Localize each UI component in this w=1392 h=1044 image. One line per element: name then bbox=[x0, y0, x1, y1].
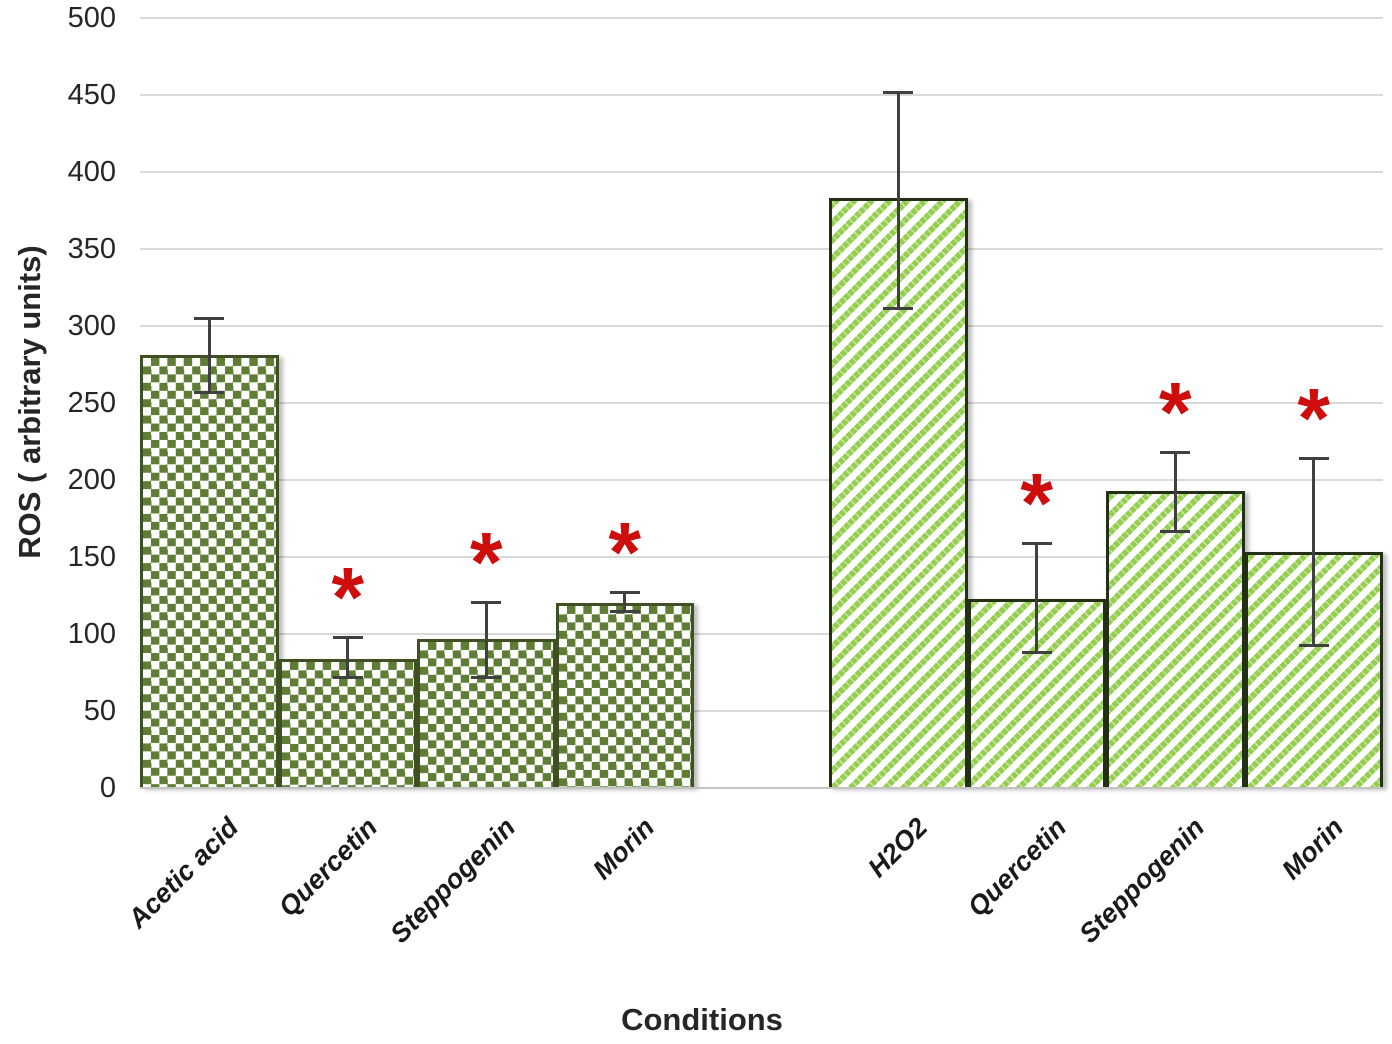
error-bar-cap-top bbox=[1298, 457, 1329, 461]
y-axis-title: ROS ( arbitrary units) bbox=[12, 245, 47, 559]
gridline-100 bbox=[140, 633, 1383, 635]
bar-morin bbox=[555, 603, 694, 788]
y-tick-label-350: 350 bbox=[67, 233, 116, 265]
bar-acetic-acid bbox=[140, 355, 279, 788]
error-bar-line bbox=[207, 318, 211, 393]
error-bar-line bbox=[1173, 452, 1177, 531]
error-bar-cap-bottom bbox=[332, 676, 363, 680]
bar-quercetin bbox=[278, 658, 417, 788]
y-tick-label-400: 400 bbox=[67, 156, 116, 188]
x-category-label-acetic-acid: Acetic acid bbox=[122, 812, 245, 935]
x-category-label-quercetin: Quercetin bbox=[961, 812, 1072, 923]
y-tick-label-0: 0 bbox=[99, 772, 116, 804]
error-bar-line bbox=[1035, 543, 1039, 653]
error-bar-cap-bottom bbox=[194, 391, 225, 395]
error-bar-cap-bottom bbox=[471, 676, 502, 680]
gridline-300 bbox=[140, 325, 1383, 327]
error-bar-cap-top bbox=[194, 317, 225, 321]
error-bar-line bbox=[623, 592, 627, 611]
error-bar-line bbox=[346, 637, 350, 678]
error-bar-line bbox=[896, 91, 900, 308]
x-axis-baseline bbox=[140, 787, 1383, 789]
x-category-label-h2o2: H2O2 bbox=[862, 812, 934, 884]
y-tick-label-300: 300 bbox=[67, 310, 116, 342]
x-axis-title: Conditions bbox=[621, 1002, 783, 1037]
significance-asterisk: * bbox=[1297, 371, 1331, 466]
y-tick-label-50: 50 bbox=[83, 695, 116, 727]
y-tick-label-200: 200 bbox=[67, 464, 116, 496]
x-category-label-morin: Morin bbox=[586, 812, 660, 886]
y-tick-label-100: 100 bbox=[67, 618, 116, 650]
error-bar-cap-top bbox=[883, 90, 914, 94]
error-bar-cap-bottom bbox=[1160, 529, 1191, 533]
significance-asterisk: * bbox=[1020, 456, 1054, 551]
error-bar-cap-bottom bbox=[1298, 643, 1329, 647]
error-bar-line bbox=[1312, 458, 1316, 645]
gridline-350 bbox=[140, 248, 1383, 250]
error-bar-cap-bottom bbox=[883, 306, 914, 310]
significance-asterisk: * bbox=[331, 550, 365, 645]
y-tick-label-500: 500 bbox=[67, 2, 116, 34]
x-category-label-steppogenin: Steppogenin bbox=[1073, 812, 1211, 949]
x-category-label-steppogenin: Steppogenin bbox=[384, 812, 522, 949]
error-bar-cap-top bbox=[332, 636, 363, 640]
gridline-500 bbox=[140, 17, 1383, 19]
error-bar-cap-top bbox=[1021, 542, 1052, 546]
error-bar-cap-top bbox=[471, 600, 502, 604]
error-bar-line bbox=[484, 601, 488, 678]
x-category-label-quercetin: Quercetin bbox=[272, 812, 383, 923]
bar-steppogenin bbox=[1106, 490, 1245, 788]
significance-asterisk: * bbox=[608, 505, 642, 600]
significance-asterisk: * bbox=[1158, 365, 1192, 460]
gridline-400 bbox=[140, 171, 1383, 173]
error-bar-cap-bottom bbox=[609, 609, 640, 613]
x-category-label-morin: Morin bbox=[1275, 812, 1349, 886]
y-tick-label-450: 450 bbox=[67, 79, 116, 111]
y-tick-label-150: 150 bbox=[67, 541, 116, 573]
y-tick-label-250: 250 bbox=[67, 387, 116, 419]
error-bar-cap-top bbox=[609, 591, 640, 595]
error-bar-cap-bottom bbox=[1021, 651, 1052, 655]
significance-asterisk: * bbox=[469, 514, 503, 609]
gridline-150 bbox=[140, 556, 1383, 558]
error-bar-cap-top bbox=[1160, 451, 1191, 455]
gridline-450 bbox=[140, 94, 1383, 96]
gridline-250 bbox=[140, 402, 1383, 404]
gridline-50 bbox=[140, 710, 1383, 712]
bar-morin bbox=[1244, 552, 1383, 788]
gridline-200 bbox=[140, 479, 1383, 481]
